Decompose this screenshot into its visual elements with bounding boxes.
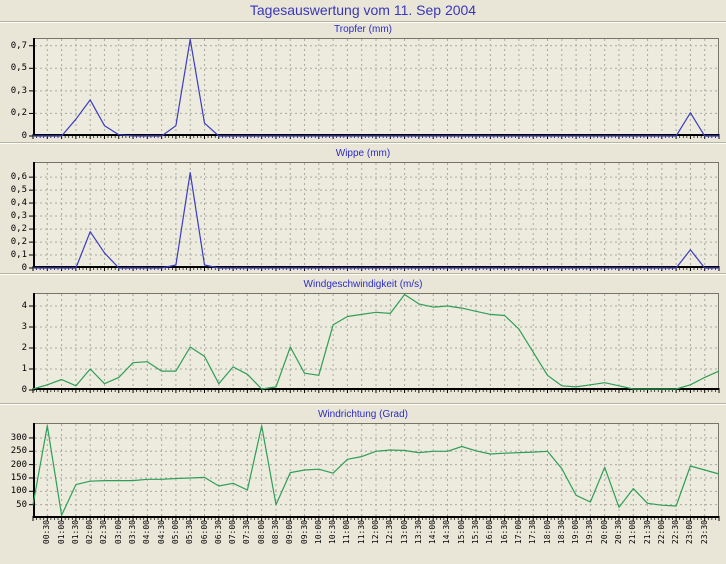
x-tick-label: 11:30 (356, 520, 366, 545)
y-axis-labels-tropfer: 0,7 0,5 0,3 0,2 0 (0, 38, 33, 140)
x-tick-label: 16:30 (499, 520, 509, 545)
x-tick-label: 12:30 (385, 520, 395, 545)
y-tick-label: 0,1 (10, 249, 27, 260)
y-tick-label: 0,2 (10, 108, 27, 119)
x-tick-label: 03:00 (113, 520, 123, 545)
y-tick-label: 0,3 (10, 85, 27, 96)
chart-section-wippe: Wippe (mm) 0,6 0,5 0,4 0,3 0,2 0,2 0,1 0 (0, 144, 726, 273)
x-tick-label: 18:30 (556, 520, 566, 545)
x-tick-label: 08:00 (256, 520, 266, 545)
separator (0, 142, 726, 144)
chart-title-wippe: Wippe (mm) (335, 148, 391, 159)
y-tick-label: 1 (21, 364, 27, 374)
x-tick-label: 08:30 (270, 520, 280, 545)
x-tick-label: 21:30 (642, 520, 652, 545)
y-tick-label: 0,7 (10, 40, 27, 51)
y-tick-label: 0,4 (10, 198, 27, 209)
y-axis-labels-windgeschwindigkeit: 4 3 2 1 0 (0, 293, 33, 395)
windrichtung-plot (29, 423, 720, 521)
x-tick-label: 09:00 (285, 520, 295, 545)
x-tick-label: 10:00 (313, 520, 323, 545)
x-tick-label: 17:00 (513, 520, 523, 545)
y-tick-label: 200 (10, 459, 27, 470)
x-tick-label: 11:00 (342, 520, 352, 545)
y-tick-label: 0,2 (10, 237, 27, 248)
y-axis-labels-windrichtung: 300 250 200 150 100 50 (0, 423, 33, 518)
y-tick-label: 0,5 (10, 185, 27, 196)
x-tick-label: 23:30 (699, 520, 709, 545)
x-tick-label: 05:00 (170, 520, 180, 545)
y-tick-label: 4 (21, 301, 27, 312)
x-tick-label: 22:30 (671, 520, 681, 545)
y-tick-label: 3 (21, 322, 27, 332)
x-tick-label: 03:30 (128, 520, 138, 545)
separator (0, 273, 726, 275)
x-tick-label: 04:30 (156, 520, 166, 545)
y-tick-label: 0 (21, 385, 27, 395)
y-tick-label: 0 (21, 131, 27, 141)
x-tick-label: 19:00 (571, 520, 581, 545)
y-tick-label: 0,5 (10, 63, 27, 74)
y-tick-label: 0,2 (10, 224, 27, 235)
x-tick-label: 00:30 (42, 520, 52, 545)
x-tick-label: 16:00 (485, 520, 495, 545)
x-tick-label: 10:30 (328, 520, 338, 545)
x-tick-label: 02:00 (85, 520, 95, 545)
x-tick-label: 14:30 (442, 520, 452, 545)
wippe-plot (29, 162, 720, 271)
y-tick-label: 2 (21, 343, 27, 353)
x-tick-label: 07:00 (228, 520, 238, 545)
tropfer-plot (29, 38, 720, 139)
x-axis-time-labels: 00:30 01:00 01:30 02:00 02:30 03:00 03:30 04:00… (0, 518, 726, 563)
x-tick-label: 23:00 (685, 520, 695, 545)
chart-title-tropfer: Tropfer (mm) (334, 24, 392, 35)
x-tick-label: 19:30 (585, 520, 595, 545)
x-tick-label: 15:00 (456, 520, 466, 545)
y-tick-label: 50 (16, 499, 27, 510)
x-tick-label: 01:00 (56, 520, 66, 545)
x-tick-label: 14:00 (428, 520, 438, 545)
x-tick-label: 04:00 (142, 520, 152, 545)
chart-section-windrichtung: Windrichtung (Grad) 300 250 200 150 100 50 (0, 405, 726, 521)
x-tick-label: 09:30 (299, 520, 309, 545)
windgeschwindigkeit-plot (29, 293, 720, 393)
x-tick-label: 07:30 (242, 520, 252, 545)
x-tick-label: 06:30 (213, 520, 223, 545)
x-tick-label: 02:30 (99, 520, 109, 545)
chart-section-windgeschwindigkeit: Windgeschwindigkeit (m/s) 4 3 2 1 0 (0, 275, 726, 403)
x-tick-label: 17:30 (528, 520, 538, 545)
y-tick-label: 0,6 (10, 172, 27, 183)
chart-title-windrichtung: Windrichtung (Grad) (317, 409, 409, 420)
x-tick-label: 13:00 (399, 520, 409, 545)
chart-section-tropfer: Tropfer (mm) 0,7 0,5 0,3 0,2 0 (0, 23, 726, 142)
x-tick-label: 18:00 (542, 520, 552, 545)
x-tick-label: 22:00 (656, 520, 666, 545)
y-tick-label: 250 (10, 446, 27, 457)
x-tick-label: 21:00 (628, 520, 638, 545)
separator (0, 403, 726, 405)
separator (0, 21, 726, 23)
x-tick-label: 12:00 (371, 520, 380, 545)
chart-title-windgeschwindigkeit: Windgeschwindigkeit (m/s) (303, 279, 423, 290)
x-tick-label: 01:30 (70, 520, 80, 545)
y-tick-label: 300 (10, 432, 27, 443)
x-tick-label: 20:00 (599, 520, 609, 545)
page-title: Tagesauswertung vom 11. Sep 2004 (249, 2, 477, 18)
y-tick-label: 100 (10, 486, 27, 497)
x-tick-label: 15:30 (471, 520, 481, 545)
x-tick-label: 13:30 (413, 520, 423, 545)
x-tick-label: 20:30 (613, 520, 623, 545)
y-tick-label: 0 (21, 263, 27, 273)
x-tick-label: 06:00 (199, 520, 209, 545)
y-tick-label: 0,3 (10, 211, 27, 222)
y-tick-label: 150 (10, 472, 27, 483)
x-tick-label: 05:30 (185, 520, 195, 545)
y-axis-labels-wippe: 0,6 0,5 0,4 0,3 0,2 0,2 0,1 0 (0, 162, 33, 273)
